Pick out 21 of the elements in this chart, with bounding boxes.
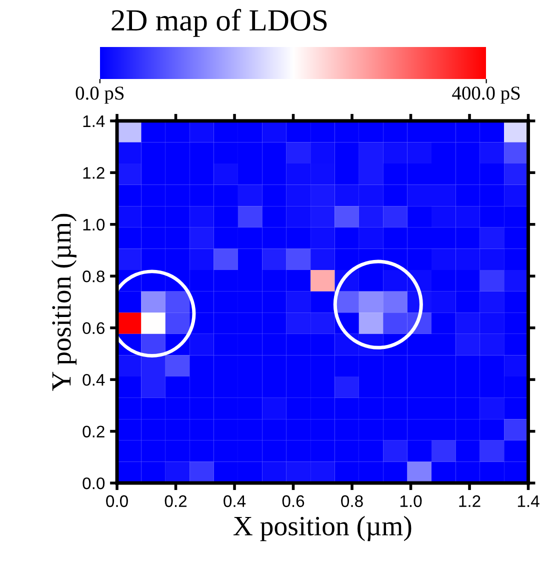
y-axis-title: Y position (µm) [51, 214, 76, 391]
y-tick-label: 0.4 [82, 374, 105, 386]
y-tick-label: 0.8 [82, 270, 104, 282]
x-tick-label: 1.4 [518, 495, 540, 507]
y-tick-label: 1.4 [83, 115, 105, 127]
color-bar-label: 400.0 pS [452, 86, 520, 104]
x-tick-label: 0.4 [224, 495, 246, 508]
y-tick-label: 0.2 [82, 426, 104, 438]
y-tick-label: 0.6 [82, 322, 104, 334]
chart-title: 2D map of LDOS [112, 8, 327, 37]
y-tick-label: 0.0 [82, 477, 105, 490]
x-tick-label: 0.0 [106, 495, 128, 508]
x-tick-label: 0.6 [282, 495, 304, 508]
x-tick-label: 1.0 [400, 495, 422, 508]
y-tick-label: 1.0 [83, 218, 105, 231]
x-tick-label: 0.2 [164, 495, 187, 508]
x-axis-title: X position (µm) [233, 516, 412, 542]
x-tick-label: 1.2 [459, 495, 480, 507]
x-tick-label: 0.8 [341, 495, 363, 508]
y-tick-label: 1.2 [83, 167, 104, 179]
color-bar-label: 0.0 pS [76, 86, 124, 104]
